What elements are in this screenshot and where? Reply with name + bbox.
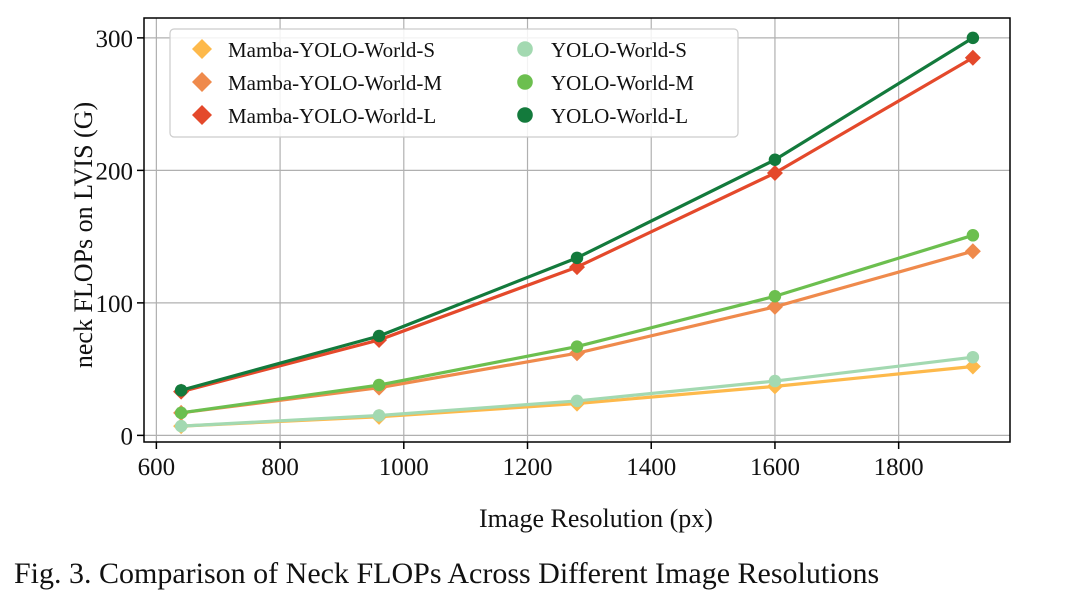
legend-item: YOLO-World-S	[517, 38, 687, 62]
legend-label: YOLO-World-L	[551, 104, 688, 128]
x-tick-label: 1400	[626, 454, 676, 481]
x-axis-label: Image Resolution (px)	[479, 504, 713, 533]
data-point	[372, 329, 386, 343]
legend-marker	[517, 74, 533, 90]
data-point	[964, 49, 981, 66]
legend-marker	[517, 41, 533, 57]
legend-frame	[169, 28, 739, 138]
y-tick-label: 100	[96, 291, 134, 318]
legend-item: Mamba-YOLO-World-M	[192, 71, 442, 95]
legend-item: YOLO-World-M	[517, 71, 694, 95]
legend-item: YOLO-World-L	[517, 104, 688, 128]
data-point	[372, 378, 386, 392]
series-yolo-world-m	[174, 229, 980, 420]
data-point	[966, 31, 980, 45]
x-tick-label: 800	[261, 454, 299, 481]
y-tick-label: 0	[121, 423, 134, 450]
legend-label: Mamba-YOLO-World-S	[228, 38, 435, 62]
x-tick-label: 1000	[379, 454, 429, 481]
data-point	[966, 229, 980, 242]
data-point	[964, 243, 981, 260]
legend-item: Mamba-YOLO-World-S	[192, 38, 435, 62]
data-point	[174, 419, 188, 433]
data-point	[766, 298, 783, 315]
legend-label: Mamba-YOLO-World-M	[228, 71, 442, 95]
legend-label: YOLO-World-S	[551, 38, 687, 62]
y-tick-label: 200	[96, 158, 134, 185]
x-tick-label: 1800	[874, 454, 924, 481]
data-point	[768, 153, 782, 167]
legend-label: YOLO-World-M	[551, 71, 694, 95]
data-point	[569, 259, 585, 276]
x-tick-label: 1200	[503, 454, 553, 481]
figure-caption: Fig. 3. Comparison of Neck FLOPs Across …	[14, 557, 879, 590]
data-point	[768, 374, 782, 388]
series-yolo-world-l	[174, 31, 980, 397]
data-point	[768, 290, 782, 303]
legend-marker	[517, 107, 533, 123]
series-line	[181, 355, 974, 428]
legend-item: Mamba-YOLO-World-L	[192, 104, 436, 128]
series-layer	[173, 31, 981, 435]
legend: Mamba-YOLO-World-S Mamba-YOLO-World-M Mamb…	[169, 28, 739, 138]
data-point	[372, 409, 386, 422]
series-yolo-world-s	[174, 350, 980, 433]
data-point	[766, 165, 783, 182]
y-axis-label: neck FLOPs on LVIS (G)	[69, 102, 98, 368]
series-line	[180, 249, 974, 415]
data-point	[570, 340, 584, 353]
data-point	[174, 406, 188, 420]
data-point	[964, 358, 981, 375]
data-point	[570, 251, 584, 265]
y-tick-label: 300	[96, 26, 134, 53]
data-point	[570, 394, 584, 408]
legend-label: Mamba-YOLO-World-L	[228, 104, 436, 128]
legend-marker	[192, 105, 212, 125]
x-tick-label: 1600	[750, 454, 800, 481]
legend-marker	[192, 39, 212, 59]
x-tick-label: 600	[138, 454, 176, 481]
plot-frame	[143, 17, 1011, 443]
data-point	[966, 350, 980, 364]
data-point	[174, 384, 188, 397]
axis-ticks: 600 800 1000 1200 1400 1600 1800 0 100 200 300	[96, 26, 924, 481]
legend-marker	[192, 72, 212, 92]
